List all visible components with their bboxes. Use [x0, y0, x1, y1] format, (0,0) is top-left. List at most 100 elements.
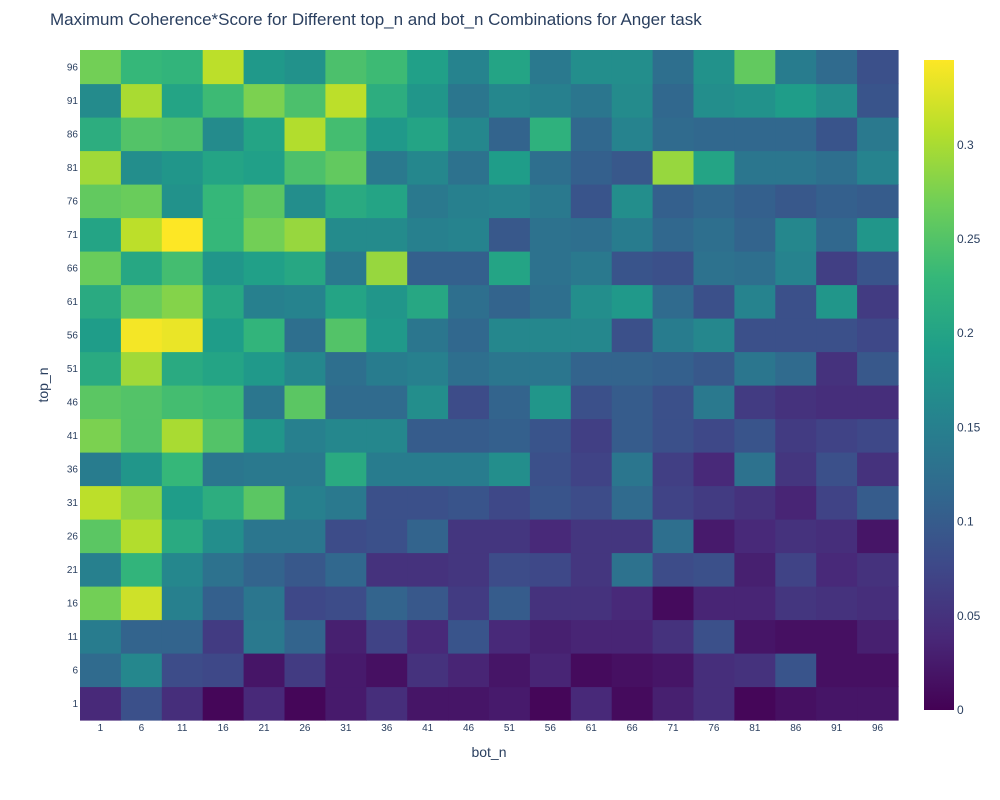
x-tick-label: 21 — [258, 723, 270, 734]
heatmap-cell — [775, 150, 817, 185]
heatmap-cell — [243, 351, 286, 386]
heatmap-cell — [816, 351, 858, 386]
heatmap-cell — [202, 653, 245, 688]
heatmap-cell — [407, 351, 449, 386]
x-tick-label: 66 — [627, 723, 639, 734]
heatmap-cell — [693, 586, 735, 621]
heatmap-cell — [243, 318, 286, 353]
heatmap-cell — [243, 619, 286, 654]
heatmap-cell — [202, 385, 245, 420]
heatmap-cell — [366, 385, 408, 420]
heatmap-cell — [243, 418, 286, 453]
heatmap-cell — [611, 83, 654, 118]
heatmap-cell — [80, 150, 122, 185]
heatmap-cell — [775, 83, 817, 118]
heatmap-cell — [693, 519, 735, 554]
heatmap-cell — [202, 519, 245, 554]
y-tick-label: 36 — [67, 464, 79, 475]
y-tick-label: 21 — [67, 565, 79, 576]
heatmap-cell — [529, 351, 572, 386]
heatmap-cell — [775, 217, 817, 252]
heatmap-cell — [529, 653, 572, 688]
heatmap-cell — [734, 586, 776, 621]
heatmap-cell — [243, 519, 286, 554]
heatmap-cell — [243, 50, 286, 85]
heatmap-cell — [570, 318, 613, 353]
heatmap-cell — [448, 586, 490, 621]
y-tick-label: 16 — [67, 598, 79, 609]
heatmap-cell — [489, 519, 531, 554]
x-tick-label: 56 — [545, 723, 557, 734]
heatmap-cell — [570, 50, 613, 85]
heatmap-cell — [120, 50, 163, 85]
heatmap-cell — [489, 619, 531, 654]
heatmap-cell — [693, 452, 735, 487]
heatmap-cell — [448, 552, 490, 587]
heatmap-cell — [570, 686, 613, 721]
heatmap-cell — [407, 619, 449, 654]
heatmap-cell — [325, 552, 367, 587]
heatmap-cell — [816, 117, 858, 152]
heatmap-cell — [489, 686, 531, 721]
heatmap-cell — [366, 318, 408, 353]
heatmap-cell — [816, 418, 858, 453]
heatmap-cell — [734, 552, 776, 587]
heatmap-cell — [202, 50, 245, 85]
x-tick-label: 61 — [586, 723, 598, 734]
heatmap-cell — [611, 653, 654, 688]
heatmap-cell — [448, 686, 490, 721]
y-tick-label: 66 — [67, 263, 79, 274]
heatmap-cell — [734, 251, 776, 286]
heatmap-cell — [448, 351, 490, 386]
heatmap-cell — [243, 117, 286, 152]
heatmap-cell — [407, 184, 449, 219]
heatmap-cell — [734, 83, 776, 118]
x-tick-label: 36 — [381, 723, 393, 734]
heatmap-cell — [734, 217, 776, 252]
heatmap-cell — [570, 586, 613, 621]
heatmap-cell — [775, 653, 817, 688]
heatmap-cell — [120, 586, 163, 621]
heatmap-cell — [489, 485, 531, 520]
heatmap-cell — [448, 318, 490, 353]
x-tick-label: 11 — [177, 723, 188, 734]
heatmap-cell — [734, 150, 776, 185]
heatmap-cell — [284, 653, 326, 688]
heatmap-cell — [611, 50, 654, 85]
heatmap-cell — [693, 184, 735, 219]
heatmap-cell — [243, 552, 286, 587]
heatmap-cell — [857, 50, 899, 85]
heatmap-cell — [775, 586, 817, 621]
heatmap-cell — [407, 452, 449, 487]
heatmap-cell — [652, 619, 695, 654]
heatmap-cell — [366, 117, 408, 152]
colorbar — [924, 60, 954, 710]
heatmap-cell — [284, 83, 326, 118]
heatmap-cell — [448, 50, 490, 85]
heatmap-cell — [243, 385, 286, 420]
heatmap-cell — [611, 150, 654, 185]
heatmap-cell — [202, 150, 245, 185]
heatmap-cell — [325, 284, 367, 319]
heatmap-cell — [816, 385, 858, 420]
heatmap-cell — [202, 418, 245, 453]
x-tick-label: 6 — [139, 723, 145, 734]
heatmap-cell — [611, 117, 654, 152]
heatmap-cell — [693, 351, 735, 386]
heatmap-cell — [202, 318, 245, 353]
heatmap-cell — [775, 686, 817, 721]
heatmap-cell — [366, 251, 408, 286]
heatmap-cell — [775, 318, 817, 353]
heatmap-cell — [570, 418, 613, 453]
heatmap-cell — [489, 150, 531, 185]
heatmap-cell — [366, 452, 408, 487]
colorbar-tick-label: 0.05 — [957, 609, 981, 623]
heatmap-cell — [161, 552, 204, 587]
heatmap-cell — [652, 686, 695, 721]
heatmap-cell — [325, 217, 367, 252]
heatmap-cell — [816, 50, 858, 85]
heatmap-cell — [120, 184, 163, 219]
heatmap-cell — [448, 184, 490, 219]
heatmap-cell — [284, 686, 326, 721]
